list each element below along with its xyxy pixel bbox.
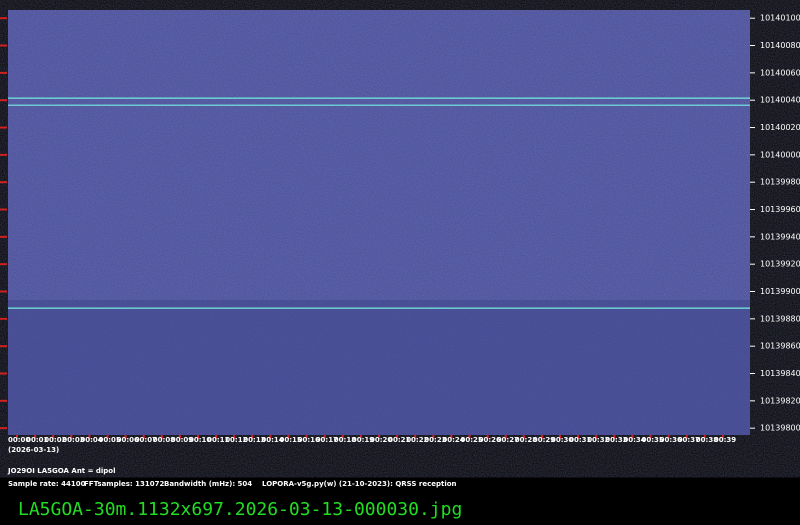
- x-tick-label: 00:04: [80, 436, 102, 444]
- filename: LA5GOA-30m.1132x697.2026-03-13-000030.jp…: [18, 499, 462, 520]
- y-tick-label: 10140000: [760, 150, 800, 159]
- x-tick-label: 00:11: [207, 436, 229, 444]
- lower-band: [8, 300, 750, 435]
- x-tick-label: 00:30: [551, 436, 573, 444]
- x-tick-label: 00:26: [479, 436, 501, 444]
- y-tick-label: 10140100: [760, 14, 800, 23]
- x-tick-label: 00:37: [678, 436, 700, 444]
- x-tick-label: 00:09: [171, 436, 193, 444]
- y-tick-label: 10139800: [760, 424, 800, 433]
- x-tick-label: 00:21: [388, 436, 410, 444]
- x-tick-label: 00:07: [135, 436, 157, 444]
- y-tick-label: 10139920: [760, 260, 800, 269]
- x-tick-label: 00:05: [99, 436, 121, 444]
- x-tick-label: 00:24: [442, 436, 464, 444]
- bandwidth: Bandwidth (mHz): 504: [164, 480, 252, 488]
- x-tick-label: 00:32: [587, 436, 609, 444]
- x-tick-label: 00:28: [515, 436, 537, 444]
- x-tick-label: 00:01: [26, 436, 48, 444]
- x-tick-label: 00:15: [280, 436, 302, 444]
- y-tick-label: 10139820: [760, 396, 800, 405]
- x-tick-label: 00:33: [605, 436, 627, 444]
- x-tick-label: 00:36: [660, 436, 682, 444]
- x-tick-label: 00:39: [714, 436, 736, 444]
- x-tick-label: 00:35: [642, 436, 664, 444]
- x-tick-label: 00:14: [261, 436, 283, 444]
- x-tick-label: 00:13: [243, 436, 265, 444]
- x-tick-label: 00:17: [316, 436, 338, 444]
- x-tick-label: 00:18: [334, 436, 356, 444]
- y-tick-label: 10139880: [760, 314, 800, 323]
- x-tick-label: 00:02: [44, 436, 66, 444]
- station: JO29OI LA5GOA Ant = dipol: [7, 467, 116, 475]
- x-tick-label: 00:03: [62, 436, 84, 444]
- date-caption: (2026-03-13): [8, 446, 59, 454]
- y-tick-label: 10139960: [760, 205, 800, 214]
- y-tick-label: 10140060: [760, 68, 800, 77]
- x-tick-label: 00:16: [298, 436, 320, 444]
- x-tick-label: 00:19: [352, 436, 374, 444]
- x-tick-label: 00:08: [153, 436, 175, 444]
- y-tick-label: 10139980: [760, 178, 800, 187]
- y-tick-label: 10140020: [760, 123, 800, 132]
- x-tick-label: 00:10: [189, 436, 211, 444]
- sample-rate: Sample rate: 44100: [8, 480, 86, 488]
- x-tick-label: 00:23: [424, 436, 446, 444]
- y-tick-label: 10139860: [760, 342, 800, 351]
- x-tick-label: 00:20: [370, 436, 392, 444]
- x-tick-label: 00:31: [569, 436, 591, 444]
- y-tick-label: 10139900: [760, 287, 800, 296]
- software: LOPORA-v5g.py(w) (21-10-2023): QRSS rece…: [262, 480, 457, 488]
- x-tick-label: 00:29: [533, 436, 555, 444]
- x-tick-label: 00:25: [461, 436, 483, 444]
- x-tick-label: 00:12: [225, 436, 247, 444]
- y-tick-label: 10140040: [760, 96, 800, 105]
- x-tick-label: 00:34: [623, 436, 645, 444]
- y-tick-label: 10139840: [760, 369, 800, 378]
- x-tick-label: 00:00: [8, 436, 30, 444]
- fft-samples: FFTsamples: 131072: [84, 480, 165, 488]
- x-tick-label: 00:06: [117, 436, 139, 444]
- y-tick-label: 10140080: [760, 41, 800, 50]
- x-tick-label: 00:27: [497, 436, 519, 444]
- x-tick-label: 00:38: [696, 436, 718, 444]
- y-tick-label: 10139940: [760, 232, 800, 241]
- x-tick-label: 00:22: [406, 436, 428, 444]
